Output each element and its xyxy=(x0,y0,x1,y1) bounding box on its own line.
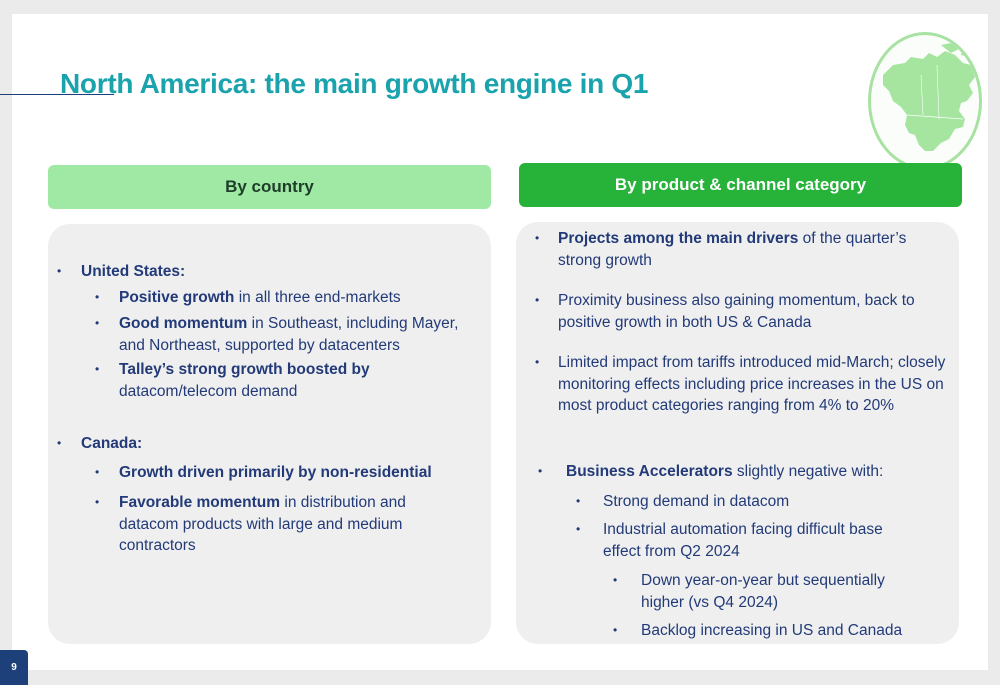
canada-label: Canada: xyxy=(81,435,143,452)
bullet: • xyxy=(95,290,100,304)
list-item: Strong demand in datacom xyxy=(603,493,790,510)
list-item: Industrial automation facing difficult b… xyxy=(603,521,883,560)
list-item: Down year-on-year but sequentially highe… xyxy=(641,572,885,611)
bullet: • xyxy=(576,494,581,508)
bullet: • xyxy=(535,231,540,245)
list-item: Good momentum in Southeast, including Ma… xyxy=(119,315,459,354)
list-item: Positive growth in all three end-markets xyxy=(119,289,401,306)
page-title: North America: the main growth engine in… xyxy=(60,68,649,99)
bullet: • xyxy=(57,264,62,278)
title-underline xyxy=(0,94,114,95)
list-item: Growth driven primarily by non-residenti… xyxy=(119,464,432,481)
list-item: Limited impact from tariffs introduced m… xyxy=(558,354,946,414)
bullet: • xyxy=(95,362,100,376)
list-item: Proximity business also gaining momentum… xyxy=(558,292,915,331)
by-product-channel-header: By product & channel category xyxy=(519,163,962,207)
list-item: Business Accelerators slightly negative … xyxy=(566,463,884,480)
bullet: • xyxy=(576,522,581,536)
bullet: • xyxy=(95,495,100,509)
bullet: • xyxy=(535,293,540,307)
bullet: • xyxy=(613,623,618,637)
bullet: • xyxy=(538,464,543,478)
list-item: Talley’s strong growth boosted by dataco… xyxy=(119,361,370,400)
bullet: • xyxy=(95,316,100,330)
by-country-panel xyxy=(48,224,491,644)
page-number: 9 xyxy=(0,650,28,685)
by-product-channel-panel xyxy=(516,222,959,644)
list-item: Backlog increasing in US and Canada xyxy=(641,622,903,639)
bullet: • xyxy=(613,573,618,587)
north-america-map-icon xyxy=(868,32,982,170)
bullet: • xyxy=(57,436,62,450)
list-item: Projects among the main drivers of the q… xyxy=(558,230,907,269)
bullet: • xyxy=(95,465,100,479)
list-item: Favorable momentum in distribution and d… xyxy=(119,494,406,554)
bullet: • xyxy=(535,355,540,369)
us-label: United States: xyxy=(81,263,186,280)
by-country-header: By country xyxy=(48,165,491,209)
